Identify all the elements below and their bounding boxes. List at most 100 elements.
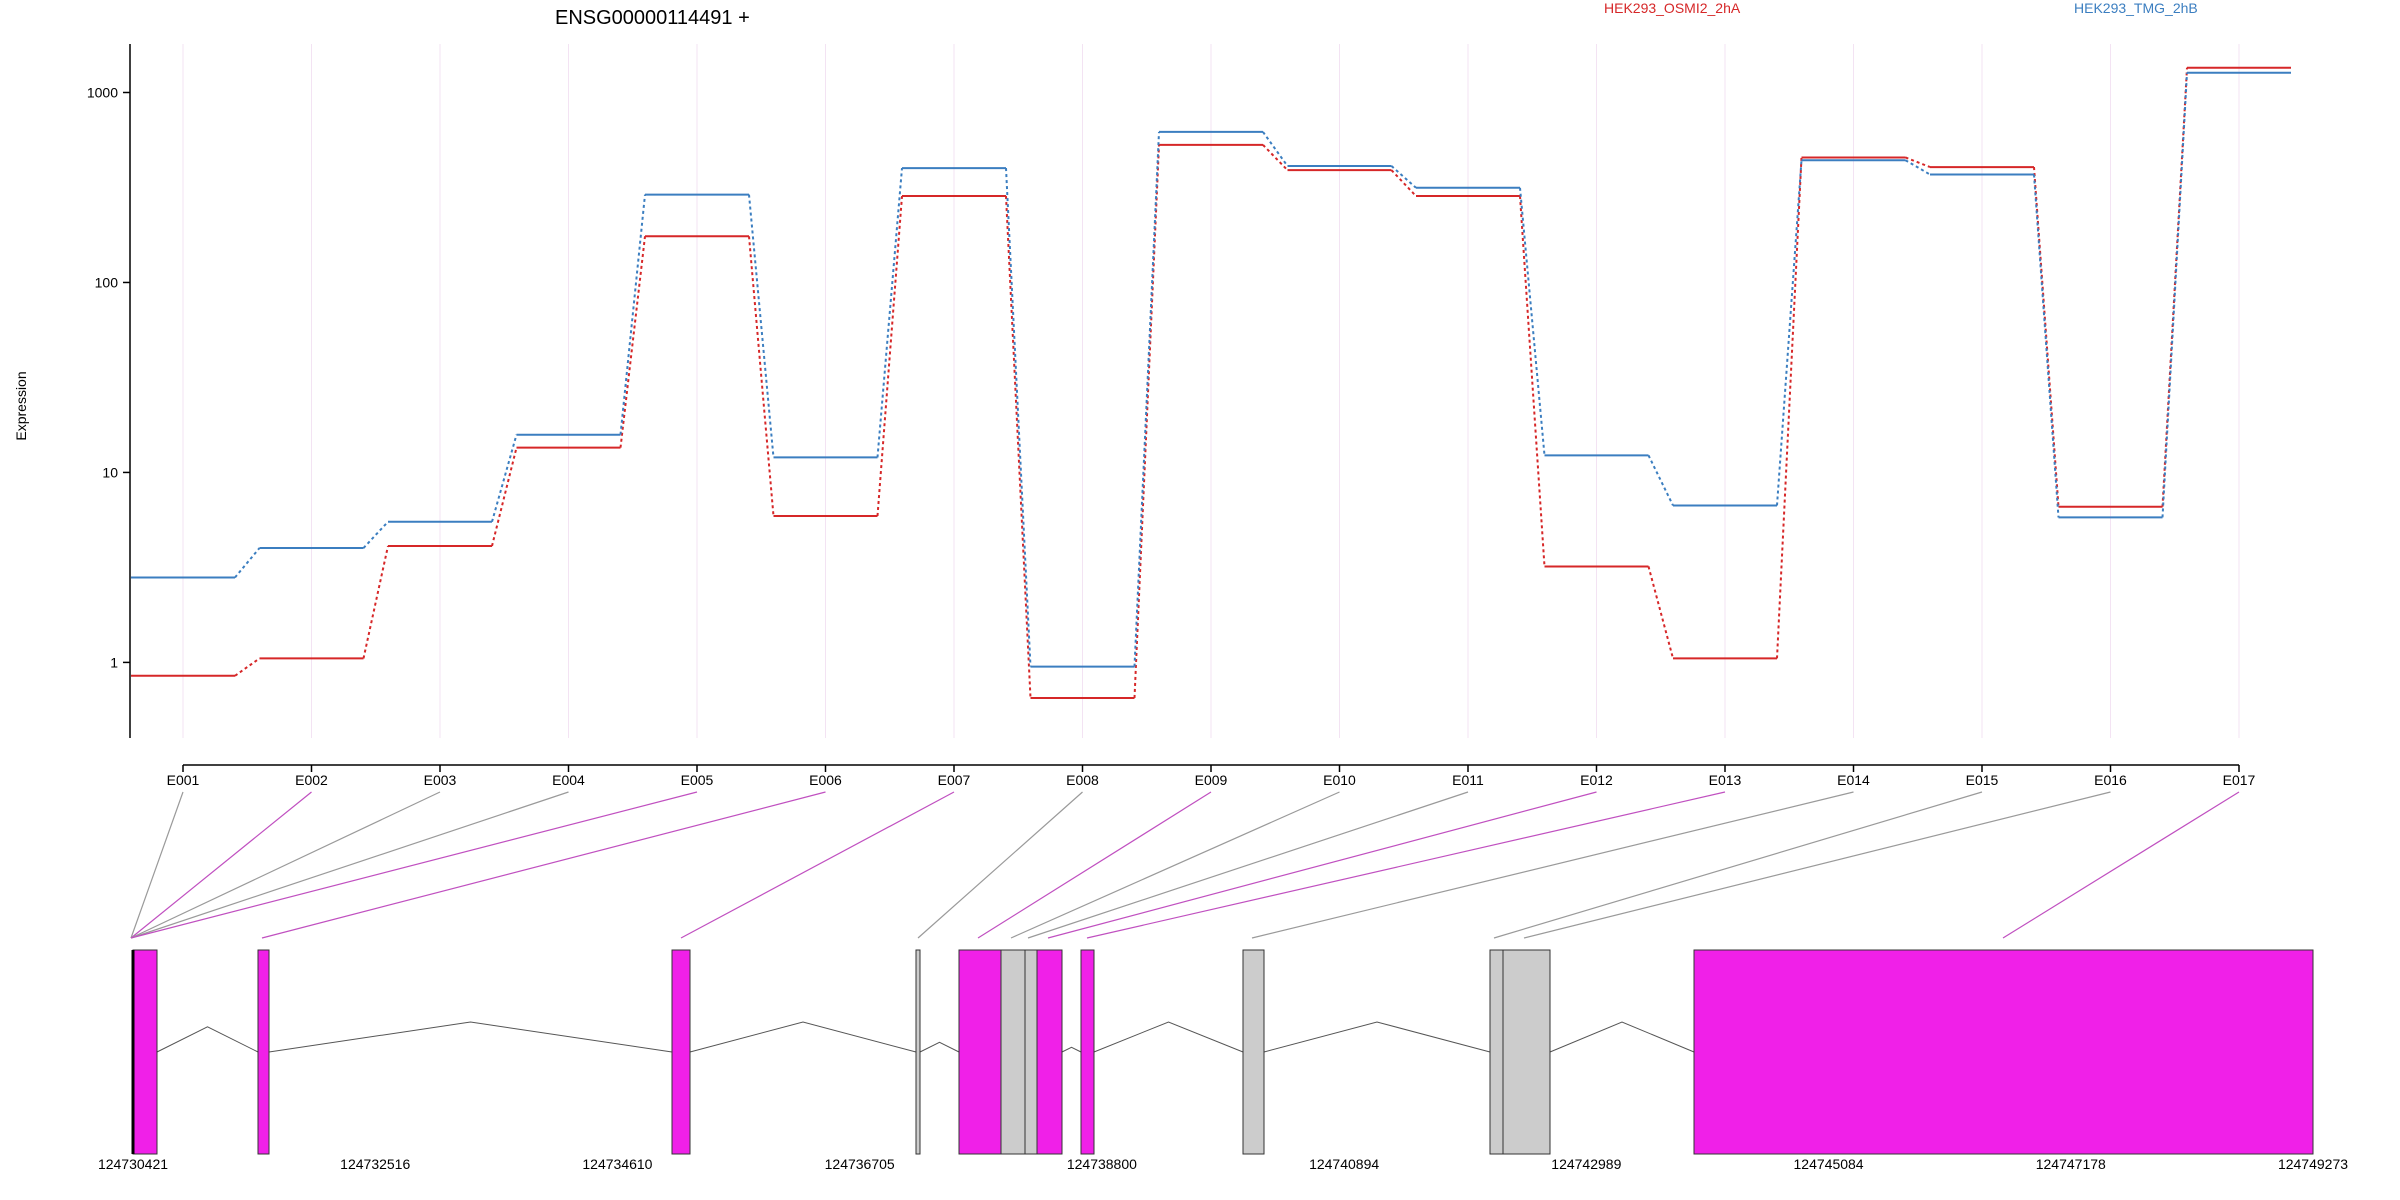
exon-connector — [1523, 791, 2111, 939]
exon-block — [1080, 949, 1095, 1155]
series-0-connector — [1390, 169, 1417, 197]
series-0-connector — [748, 236, 775, 517]
x-tick-label: E007 — [938, 772, 971, 788]
y-tick-label: 1000 — [87, 84, 118, 100]
legend-entry-series-0: HEK293_OSMI2_2hA — [1604, 0, 1741, 16]
exon-connector — [1086, 791, 1726, 939]
intron-line — [1093, 1021, 1244, 1053]
series-0-connector — [619, 236, 646, 448]
series-0-connector — [2161, 67, 2188, 507]
intron-line — [919, 1041, 960, 1053]
series-1-connector — [491, 434, 518, 523]
genomic-coordinate-label: 124747178 — [2036, 1156, 2106, 1172]
series-0-connector — [1776, 157, 1803, 659]
exon-connector-layer — [130, 791, 2240, 939]
series-1-connector — [1519, 187, 1546, 456]
genomic-coordinate-label: 124745084 — [1794, 1156, 1864, 1172]
series-0-connector — [1133, 144, 1160, 698]
exon-connector — [130, 791, 184, 939]
exon-block — [1502, 949, 1551, 1155]
intron-line — [268, 1021, 673, 1053]
x-tick-label: E001 — [167, 772, 200, 788]
x-tick-label: E004 — [552, 772, 585, 788]
exon-connector — [1047, 791, 1597, 939]
exon-connector — [1251, 791, 1854, 939]
intron-line — [689, 1021, 917, 1053]
chart-title: ENSG00000114491 + — [555, 7, 750, 29]
exon-connector — [680, 791, 955, 939]
series-0-connector — [1647, 566, 1674, 659]
exon-connector — [1493, 791, 1983, 939]
x-tick-label: E003 — [424, 772, 457, 788]
intron-line — [1263, 1021, 1491, 1053]
genomic-coordinate-label: 124732516 — [340, 1156, 410, 1172]
series-1 — [131, 71, 2291, 668]
exon-block — [915, 949, 921, 1155]
series-1-connector — [748, 194, 775, 458]
genomic-coordinate-label: 124738800 — [1067, 1156, 1137, 1172]
series-0-connector — [1519, 195, 1546, 567]
exon-connector — [917, 791, 1083, 939]
series-1-connector — [1647, 454, 1674, 506]
series-1-connector — [1776, 160, 1803, 506]
series-1-connector — [1005, 168, 1032, 667]
series-0-connector — [1905, 156, 1931, 168]
y-axis-label: Expression — [13, 371, 29, 440]
exon-block — [1489, 949, 1504, 1155]
exon-block — [1024, 949, 1038, 1155]
series-1-connector — [876, 168, 903, 458]
exon-block — [257, 949, 270, 1155]
x-tick-label: E012 — [1580, 772, 1613, 788]
y-tick-label: 1 — [110, 654, 118, 670]
exon-block — [132, 949, 158, 1155]
genomic-coordinate-label: 124742989 — [1551, 1156, 1621, 1172]
series-1-connector — [1133, 131, 1160, 667]
exon-block — [671, 949, 691, 1155]
x-tick-label: E005 — [681, 772, 714, 788]
x-tick-label: E006 — [809, 772, 842, 788]
series-1-connector — [362, 521, 389, 549]
x-tick-label: E011 — [1452, 772, 1484, 788]
x-tick-label: E015 — [1966, 772, 1999, 788]
exon-block — [1000, 949, 1026, 1155]
x-tick-label: E010 — [1323, 772, 1356, 788]
genomic-coordinate-label: 124740894 — [1309, 1156, 1379, 1172]
series-0-connector — [876, 195, 903, 517]
x-tick-label: E009 — [1195, 772, 1228, 788]
x-tick-label: E008 — [1066, 772, 1099, 788]
intron-line — [156, 1026, 259, 1053]
genomic-coordinate-label: 124734610 — [582, 1156, 652, 1172]
series-0-connector — [1005, 196, 1032, 698]
series-0-connector — [362, 545, 389, 659]
exon-block — [1693, 949, 2314, 1155]
series-1-connector — [619, 194, 646, 435]
series-1-connector — [234, 547, 261, 579]
series-1-connector — [2161, 72, 2188, 518]
grid-layer — [182, 44, 2240, 738]
legend-entry-series-1: HEK293_TMG_2hB — [2074, 0, 2198, 16]
exon-connector — [977, 791, 1212, 939]
series-1-connector — [1904, 159, 1931, 176]
axis-layer: 1 10 100 1000 E001 E002 E003 E004 E005 E006 E007 E0… — [87, 44, 2256, 788]
y-tick-label: 10 — [102, 464, 118, 480]
genomic-coordinate-label: 124749273 — [2278, 1156, 2348, 1172]
intron-line — [1549, 1021, 1695, 1053]
x-tick-label: E013 — [1709, 772, 1742, 788]
x-tick-label: E014 — [1837, 772, 1870, 788]
exon-connector — [130, 791, 441, 939]
intron-line — [1061, 1046, 1082, 1053]
y-tick-label: 100 — [95, 274, 119, 290]
series-0-connector — [491, 447, 518, 547]
exon-connector — [261, 791, 826, 939]
series-layer — [131, 66, 2291, 699]
exon-block — [1242, 949, 1265, 1155]
genomic-coordinate-label: 124730421 — [98, 1156, 168, 1172]
x-tick-label: E017 — [2223, 772, 2256, 788]
gene-model-layer: 124730421 124732516 124734610 124736705 1247… — [98, 949, 2348, 1172]
exon-connector — [1010, 791, 1340, 939]
exon-connector — [1027, 791, 1469, 939]
series-1-connector — [2033, 174, 2060, 518]
exon-block — [958, 949, 1002, 1155]
exon-block — [1036, 949, 1063, 1155]
